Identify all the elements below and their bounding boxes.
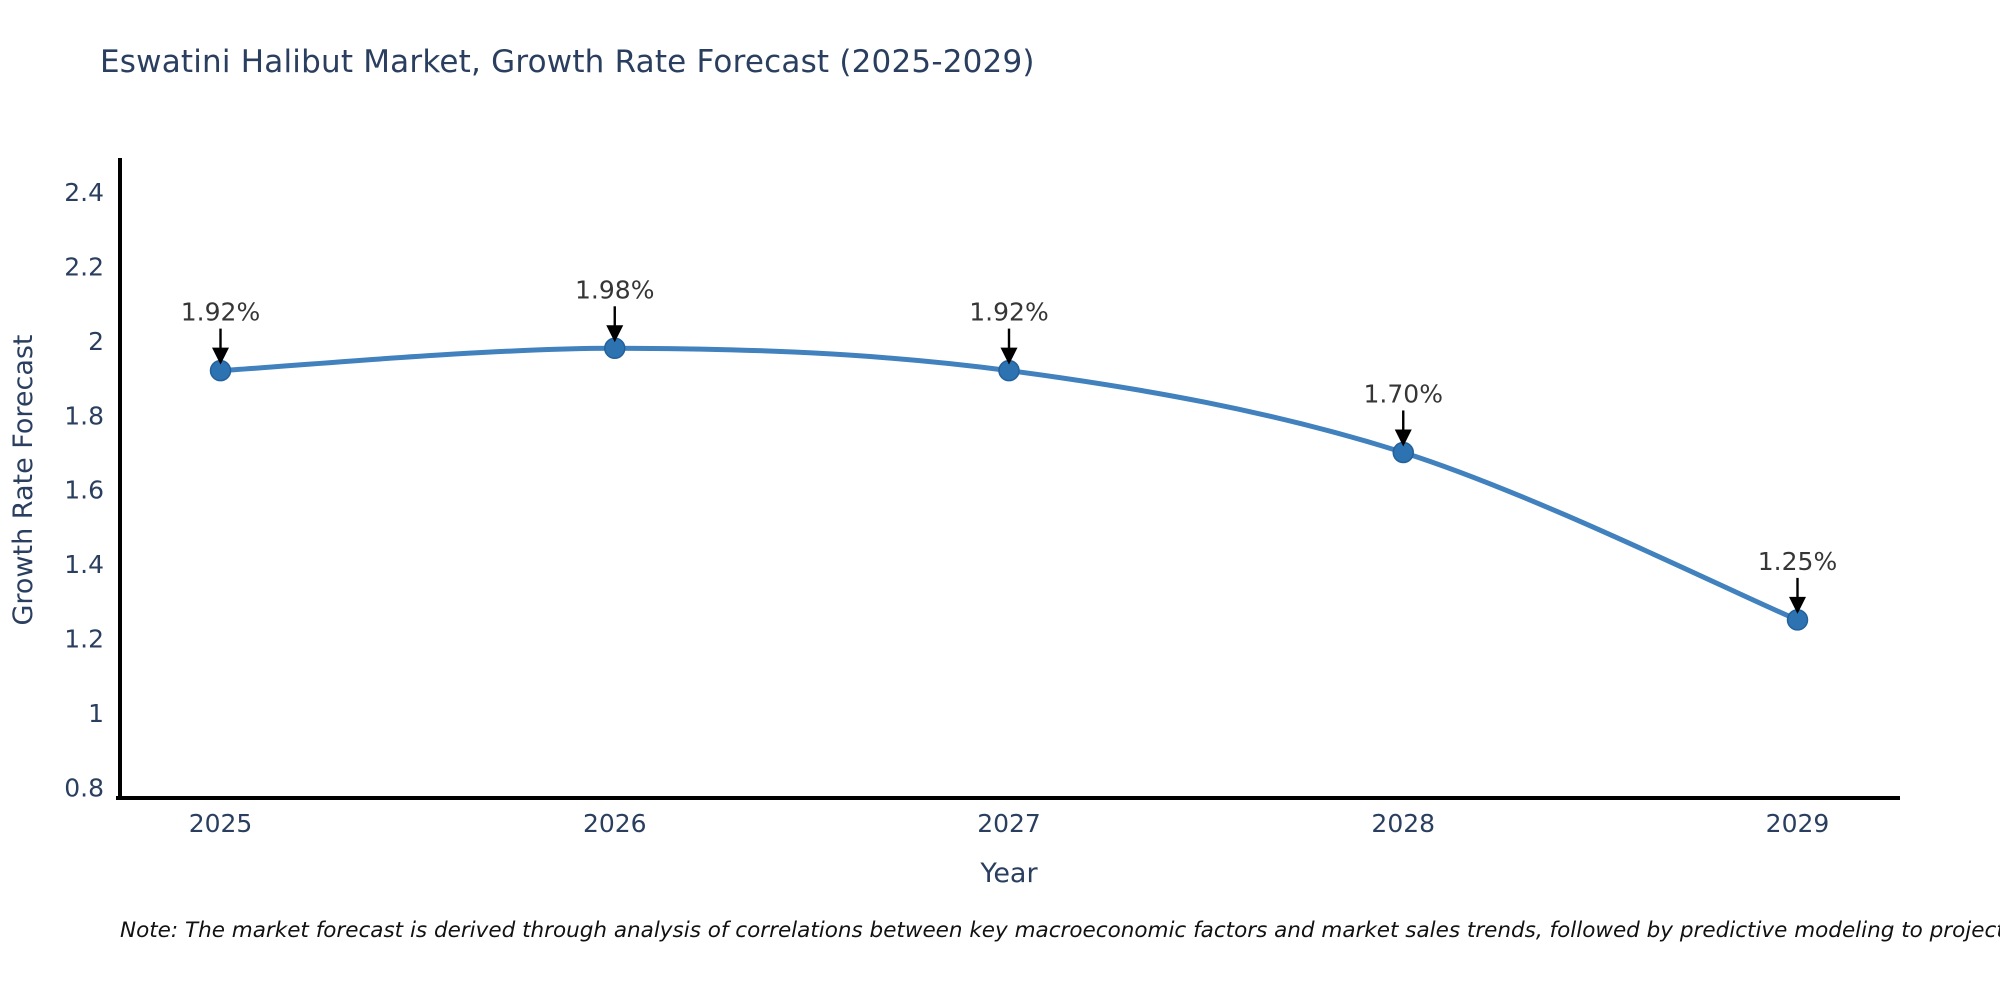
y-tick-label: 2.2 (64, 252, 104, 281)
y-tick-label: 1 (88, 699, 104, 728)
x-tick-label: 2027 (977, 809, 1041, 838)
y-tick-label: 2.4 (64, 178, 104, 207)
y-tick-label: 1.2 (64, 625, 104, 654)
y-axis-title: Growth Rate Forecast (8, 334, 39, 625)
annotation-label-2027: 1.92% (969, 298, 1048, 327)
y-tick-label: 1.6 (64, 476, 104, 505)
annotation-arrowhead-2028 (1394, 429, 1412, 447)
y-tick-label: 2 (88, 327, 104, 356)
note-text: Note: The market forecast is derived thr… (120, 918, 2000, 943)
annotation-arrowhead-2027 (1000, 347, 1018, 365)
annotation-arrowhead-2029 (1788, 596, 1806, 614)
annotation-label-2028: 1.70% (1364, 379, 1443, 408)
chart-title: Eswatini Halibut Market, Growth Rate For… (100, 44, 1035, 80)
y-tick-label: 1.8 (64, 401, 104, 430)
x-tick-label: 2025 (189, 809, 253, 838)
x-tick-label: 2029 (1766, 809, 1830, 838)
annotation-arrowhead-2025 (212, 347, 230, 365)
annotation-label-2029: 1.25% (1758, 547, 1837, 576)
line-series (218, 345, 1800, 623)
x-tick-label: 2028 (1371, 809, 1435, 838)
y-tick-label: 1.4 (64, 550, 104, 579)
annotation-label-2025: 1.92% (181, 298, 260, 327)
x-axis-title: Year (979, 858, 1038, 889)
y-tick-label: 0.8 (64, 773, 104, 802)
annotation-label-2026: 1.98% (575, 275, 654, 304)
x-tick-label: 2026 (583, 809, 647, 838)
annotation-arrowhead-2026 (606, 325, 624, 343)
